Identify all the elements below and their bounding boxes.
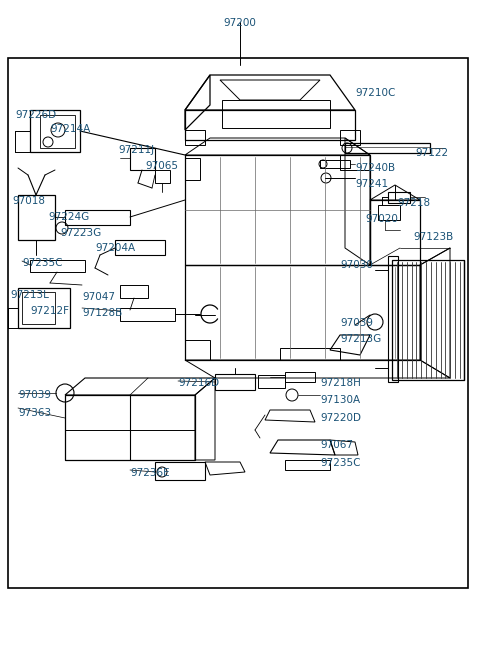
Text: 97235C: 97235C [320,458,360,468]
Text: 97218: 97218 [397,198,430,208]
Text: 97223G: 97223G [60,228,101,238]
Bar [8,58,468,588]
Text: 97047: 97047 [82,292,115,302]
Text: 97020: 97020 [365,214,398,224]
Text: 97213G: 97213G [340,334,381,344]
Text: 97240B: 97240B [355,163,395,173]
Text: 97067: 97067 [320,440,353,450]
Bar [120,308,175,321]
Text: 97212F: 97212F [30,306,69,316]
Bar [222,100,330,128]
Text: 97226D: 97226D [15,110,56,120]
Text: 97123B: 97123B [413,232,453,242]
Text: 97039: 97039 [18,390,51,400]
Bar [392,260,464,380]
Text: 97224G: 97224G [48,212,89,222]
Text: 97204A: 97204A [95,243,135,253]
Text: 97018: 97018 [12,196,45,206]
Text: 97200: 97200 [224,18,256,28]
Text: 97218H: 97218H [320,378,361,388]
Text: 97241: 97241 [355,179,388,189]
Text: 97122: 97122 [415,148,448,158]
Text: 97363: 97363 [18,408,51,418]
Text: 97213L: 97213L [10,290,49,300]
Text: 97235C: 97235C [22,258,62,268]
Text: 97130A: 97130A [320,395,360,405]
Text: 97128B: 97128B [82,308,122,318]
Text: 97214A: 97214A [50,124,90,134]
Text: 97236E: 97236E [130,468,169,478]
Text: 97030: 97030 [340,260,373,270]
Text: 97220D: 97220D [320,413,361,423]
Text: 97211J: 97211J [118,145,154,155]
Text: 97210C: 97210C [355,88,396,98]
Text: 97039: 97039 [340,318,373,328]
Text: 97216D: 97216D [178,378,219,388]
Text: 97065: 97065 [145,161,178,171]
